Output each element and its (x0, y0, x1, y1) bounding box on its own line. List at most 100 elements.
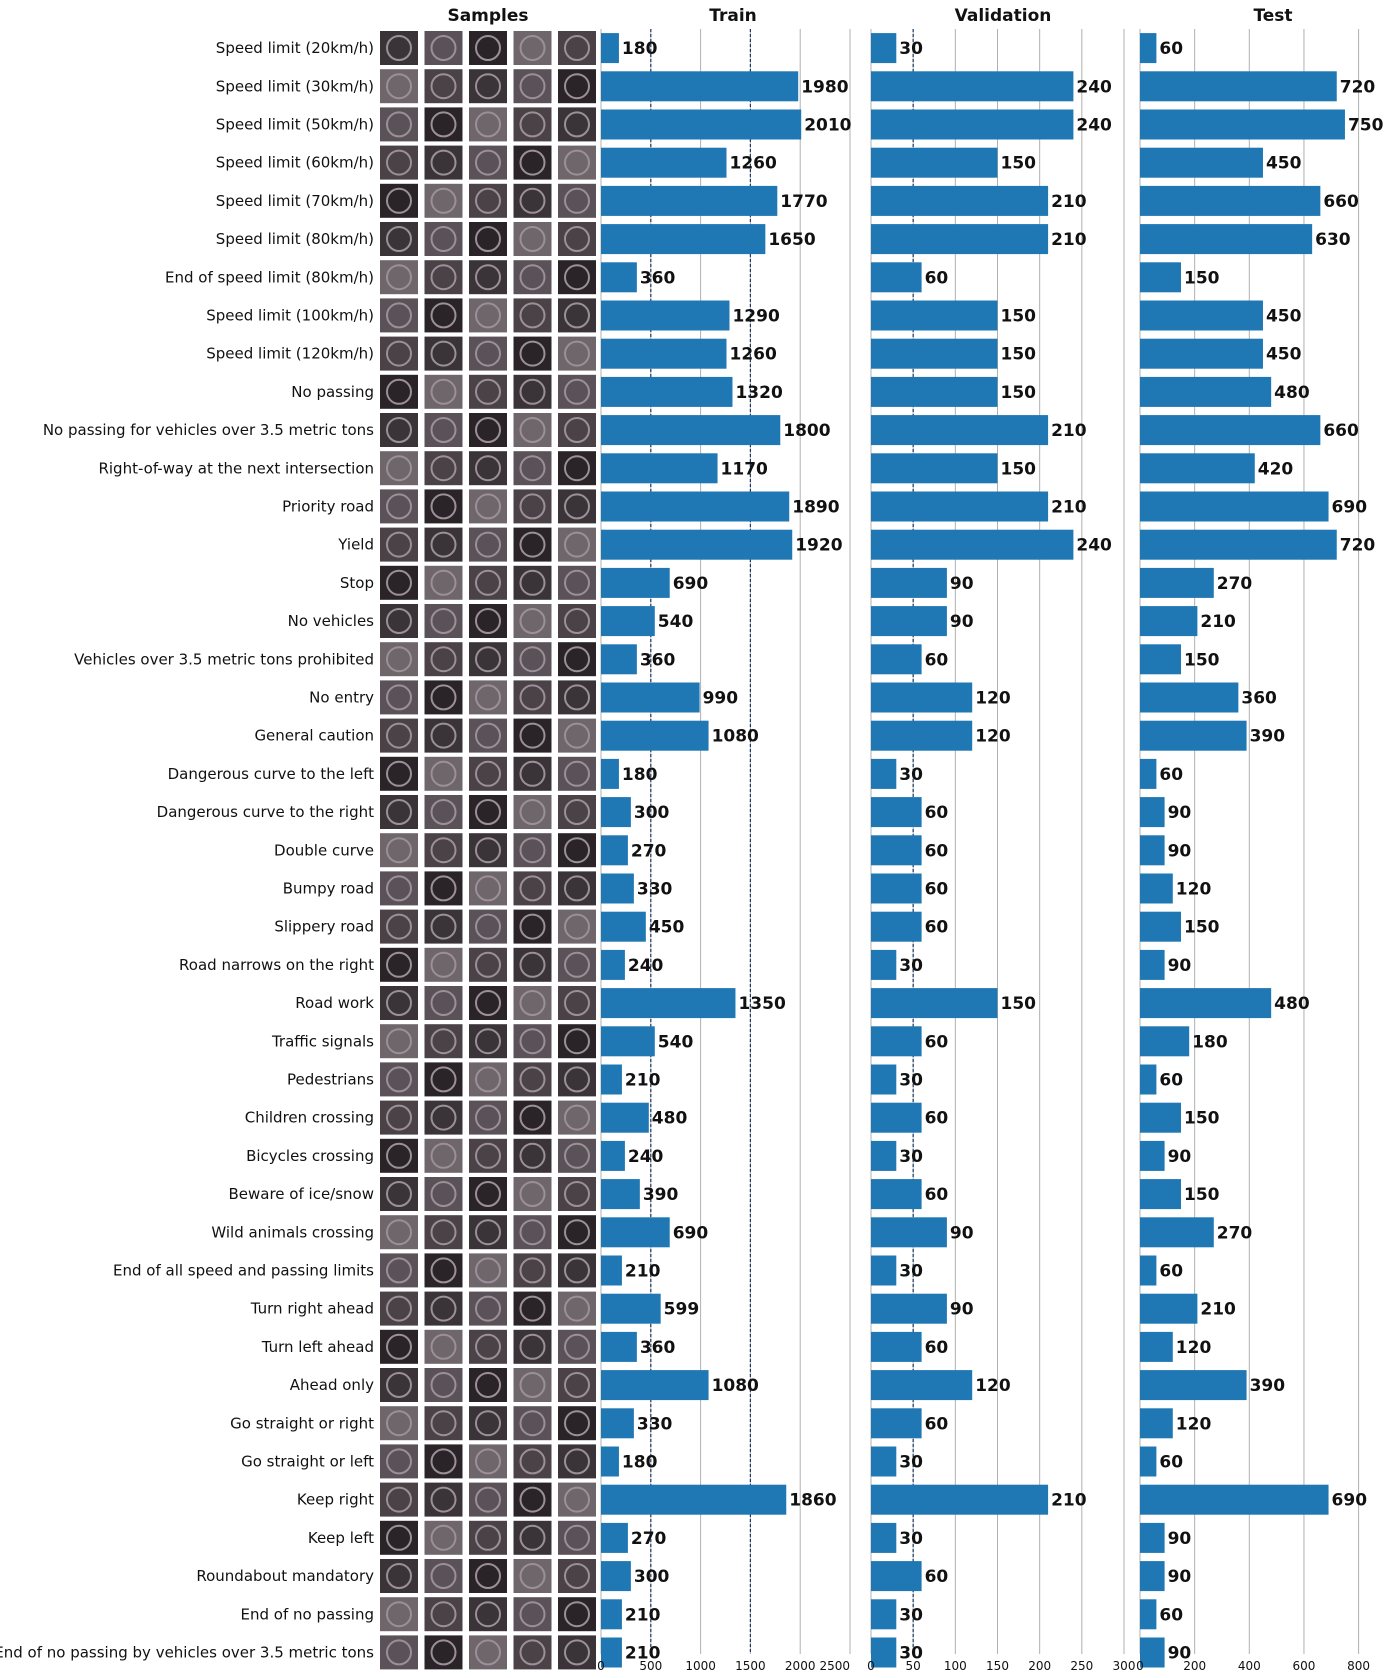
category-label: Dangerous curve to the right (157, 803, 374, 821)
bar (1140, 1293, 1198, 1324)
tick-label: 2500 (819, 1659, 850, 1673)
bar-value-label: 210 (1051, 1491, 1087, 1511)
tick-label: 0 (597, 1659, 605, 1673)
bar (601, 33, 619, 64)
sample-sign-shape (475, 226, 501, 252)
bar (1140, 873, 1173, 904)
sample-sign-shape (475, 837, 501, 864)
bar-value-label: 120 (1176, 1338, 1212, 1358)
bar-value-label: 90 (1168, 1567, 1192, 1587)
bar-value-label: 60 (925, 650, 949, 670)
bar (871, 185, 1049, 216)
bar-value-label: 720 (1340, 77, 1376, 97)
sample-sign-shape (386, 799, 412, 825)
sample-sign-shape (564, 378, 590, 405)
bar (871, 644, 922, 675)
sample-sign-shape (430, 378, 457, 405)
sample-sign-shape (430, 1639, 457, 1666)
bar (1140, 1484, 1329, 1515)
sample-sign-shape (386, 1486, 412, 1513)
sample-sign-shape (519, 799, 546, 825)
bar (1140, 262, 1181, 293)
bar (1140, 1331, 1173, 1362)
bar-value-label: 60 (1159, 765, 1183, 785)
bar-value-label: 60 (1159, 1262, 1183, 1282)
bar-value-label: 60 (1159, 1453, 1183, 1473)
bar (1140, 1026, 1190, 1057)
bar-value-label: 1890 (792, 498, 839, 518)
category-label: Yield (337, 536, 374, 554)
bar (1140, 491, 1329, 522)
bar-value-label: 360 (640, 650, 676, 670)
bar-value-label: 300 (634, 1567, 670, 1587)
category-label: Speed limit (30km/h) (216, 77, 374, 95)
sample-sign-shape (564, 111, 590, 138)
bar (871, 1637, 897, 1668)
sample-sign-shape (386, 1219, 412, 1246)
category-label: End of speed limit (80km/h) (165, 268, 374, 286)
bar (1140, 338, 1263, 369)
tick-label: 200 (1028, 1659, 1051, 1673)
bar-value-label: 60 (925, 1032, 949, 1052)
sample-sign-shape (475, 722, 501, 749)
sample-sign-shape (475, 799, 501, 825)
bar (1140, 415, 1321, 446)
bar (1140, 1446, 1157, 1477)
bar-value-label: 180 (1192, 1032, 1228, 1052)
bar (1140, 109, 1345, 140)
bar (1140, 224, 1313, 255)
category-label: No passing for vehicles over 3.5 metric … (43, 421, 374, 439)
sample-sign-shape (564, 1066, 590, 1093)
bar (871, 797, 922, 828)
sample-sign-shape (386, 569, 412, 596)
sample-sign-shape (430, 1333, 457, 1360)
bar (871, 758, 897, 789)
sample-sign-shape (386, 378, 412, 405)
bar (871, 71, 1074, 102)
bar (1140, 300, 1263, 331)
bar (871, 1484, 1049, 1515)
sample-sign-shape (386, 264, 412, 291)
bar (1140, 1064, 1157, 1095)
bar (601, 185, 778, 216)
sample-sign-shape (519, 1601, 546, 1628)
bar-value-label: 360 (640, 1338, 676, 1358)
sample-sign-shape (386, 226, 412, 252)
sample-sign-shape (386, 149, 412, 176)
sample-sign-shape (564, 1142, 590, 1169)
sample-sign-shape (475, 569, 501, 596)
sample-sign-shape (519, 493, 546, 520)
category-label: Children crossing (245, 1109, 374, 1127)
bar (1140, 1561, 1165, 1592)
sample-sign-shape (430, 1486, 457, 1513)
bar-value-label: 210 (1200, 1300, 1236, 1320)
tick-label: 800 (1347, 1659, 1370, 1673)
bar (601, 949, 625, 980)
bar-value-label: 300 (634, 803, 670, 823)
sample-sign-shape (475, 760, 501, 787)
bar (601, 1599, 622, 1630)
sample-sign-shape (430, 837, 457, 864)
bar-value-label: 450 (1266, 307, 1302, 327)
sample-sign-shape (564, 1410, 590, 1437)
bar (601, 491, 790, 522)
sample-sign-shape (519, 1066, 546, 1093)
category-label: Right-of-way at the next intersection (98, 459, 374, 477)
bar (601, 606, 655, 637)
sample-sign-shape (519, 684, 546, 711)
category-label: Speed limit (100km/h) (206, 307, 374, 325)
bar (871, 1370, 973, 1401)
sample-sign-shape (430, 302, 457, 329)
bar-value-label: 60 (925, 1414, 949, 1434)
sample-sign-shape (475, 1486, 501, 1513)
bar (871, 1102, 922, 1133)
bar (601, 1484, 787, 1515)
bar-value-label: 330 (637, 880, 673, 900)
sample-sign-shape (430, 913, 457, 940)
sample-sign-shape (430, 1104, 457, 1131)
bar (601, 338, 727, 369)
sample-sign-shape (430, 760, 457, 787)
sample-sign-shape (519, 111, 546, 138)
bar-value-label: 120 (1176, 1414, 1212, 1434)
